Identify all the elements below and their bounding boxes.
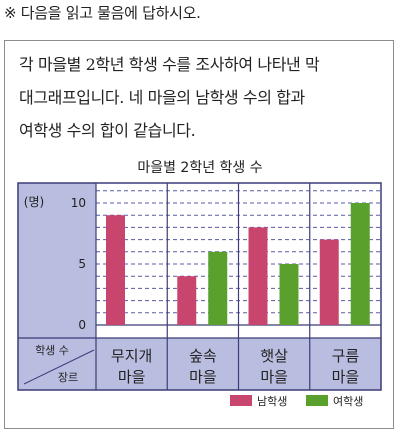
category-label: 구름 <box>332 347 360 365</box>
problem-line: 여학생 수의 합이 같습니다. <box>19 121 196 140</box>
legend-label: 여학생 <box>333 395 363 408</box>
legend-swatch-boys <box>230 395 252 406</box>
y-tick-label: 5 <box>78 257 86 271</box>
bar-girls <box>350 203 370 325</box>
corner-diagonal <box>23 349 95 385</box>
category-label: 햇살 <box>260 347 288 365</box>
y-axis-unit: (명) <box>24 195 44 209</box>
chart-title: 마을별 2학년 학생 수 <box>137 160 262 176</box>
problem-line: 대그래프입니다. 네 마을의 남학생 수의 합과 <box>19 88 305 107</box>
legend-swatch-girls <box>306 395 328 406</box>
chart-frame <box>17 182 382 391</box>
problem-text: 각 마을별 2학년 학생 수를 조사하여 나타낸 막 대그래프입니다. 네 마을… <box>19 48 383 147</box>
y-tick-label: 0 <box>78 318 86 332</box>
bar-boys <box>248 227 268 325</box>
problem-line: 각 마을별 2학년 학생 수를 조사하여 나타낸 막 <box>19 55 320 74</box>
instruction-text: ※ 다음을 읽고 물음에 답하시오. <box>4 4 201 22</box>
category-label: 마을 <box>332 368 360 386</box>
category-label: 마을 <box>260 368 288 386</box>
corner-label-category: 장르 <box>58 371 78 384</box>
legend-label: 남학생 <box>257 395 287 408</box>
corner-label-students: 학생 수 <box>35 344 69 357</box>
bar-boys <box>106 215 125 325</box>
y-axis-panel <box>18 183 96 390</box>
bar-boys <box>177 276 197 325</box>
bar-boys <box>319 239 339 325</box>
bar-girls <box>279 264 299 325</box>
bar-girls <box>208 251 228 325</box>
category-label: 마을 <box>118 368 146 386</box>
category-label: 무지개 <box>111 347 152 365</box>
category-label: 숲속 <box>189 347 217 365</box>
problem-box: 각 마을별 2학년 학생 수를 조사하여 나타낸 막 대그래프입니다. 네 마을… <box>4 40 394 429</box>
y-tick-label: 10 <box>71 196 86 210</box>
category-label: 마을 <box>189 368 217 386</box>
